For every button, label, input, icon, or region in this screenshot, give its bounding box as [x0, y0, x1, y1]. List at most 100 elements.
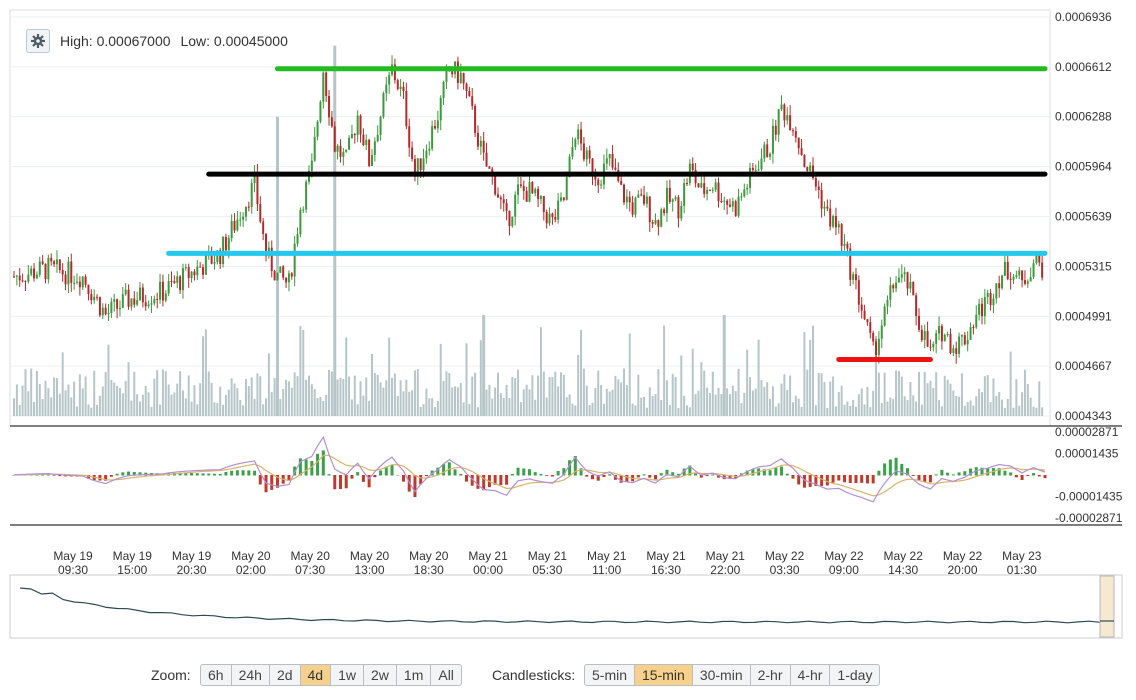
volume-bar: [837, 392, 840, 416]
candle-body: [508, 210, 511, 227]
macd-histogram-bar: [900, 463, 904, 476]
candle-body: [196, 266, 199, 276]
navigator-window[interactable]: [1099, 575, 1115, 638]
time-tick-time: 14:30: [888, 563, 918, 577]
candle-body: [121, 294, 124, 308]
candlestick-button-4-hr[interactable]: 4-hr: [791, 665, 831, 685]
macd-histogram-bar: [619, 475, 623, 483]
candle-body: [485, 152, 488, 167]
candle-body: [562, 197, 565, 200]
macd-histogram-bar: [717, 475, 721, 478]
volume-bar: [617, 379, 620, 416]
candle-body: [620, 180, 623, 185]
candle-body: [605, 158, 608, 164]
candlesticks-label: Candlesticks:: [492, 667, 576, 683]
candle-body: [671, 199, 674, 202]
candlestick-button-5-min[interactable]: 5-min: [585, 665, 636, 685]
high-readout: High: 0.00067000: [60, 33, 171, 49]
volume-bar: [989, 402, 992, 416]
macd-histogram-bar: [327, 474, 331, 476]
macd-histogram-bar: [1037, 475, 1041, 477]
macd-histogram-bar: [522, 468, 526, 476]
volume-bar: [164, 371, 167, 416]
candlestick-button-15-min[interactable]: 15-min: [635, 665, 693, 685]
zoom-button-4d[interactable]: 4d: [300, 665, 332, 685]
volume-bar: [771, 386, 774, 416]
chart-svg: 0.0006936 0.0006612 0.0006288 0.0005964 0.00…: [9, 9, 1123, 639]
volume-bar: [1032, 406, 1035, 416]
macd-histogram-bar: [304, 459, 308, 476]
macd-histogram-bar: [820, 475, 824, 486]
macd-histogram-bar: [41, 474, 45, 476]
zoom-button-24h[interactable]: 24h: [232, 665, 270, 685]
candle-body: [883, 306, 886, 326]
time-tick-date: May 19: [53, 549, 93, 563]
volume-bar: [789, 375, 792, 416]
candle-body: [1035, 255, 1038, 264]
volume-bar: [193, 385, 196, 416]
macd-histogram-bar: [1032, 473, 1036, 476]
candle-body: [370, 154, 373, 166]
candle-body: [262, 221, 265, 234]
candle-body: [118, 307, 121, 309]
macd-histogram-bar: [785, 473, 789, 476]
candle-body: [58, 259, 61, 270]
macd-histogram-bar: [906, 468, 910, 476]
candle-body: [87, 284, 90, 295]
volume-bar: [27, 391, 30, 416]
candle-body: [645, 196, 648, 204]
macd-line: [13, 435, 1046, 503]
candle-body: [187, 267, 190, 279]
navigator[interactable]: [9, 574, 1123, 639]
volume-bar: [87, 404, 90, 416]
volume-bar: [196, 404, 199, 416]
time-tick-date: May 22: [943, 549, 983, 563]
volume-bar: [906, 400, 909, 416]
volume-bar: [749, 377, 752, 416]
macd-tick-label: 0.00001435: [1055, 447, 1119, 461]
candle-body: [342, 151, 345, 157]
candlestick-button-30-min[interactable]: 30-min: [693, 665, 751, 685]
volume-bar: [451, 387, 454, 416]
volume-bar: [1009, 351, 1012, 416]
candle-body: [588, 150, 591, 159]
zoom-button-All[interactable]: All: [438, 667, 454, 683]
macd-histogram-bar: [545, 475, 549, 476]
candlestick-button-2-hr[interactable]: 2-hr: [751, 665, 791, 685]
volume-bar: [820, 373, 823, 416]
volume-bar: [640, 397, 643, 416]
zoom-label: Zoom:: [151, 667, 191, 683]
volume-bar: [385, 380, 388, 416]
volume-bar: [751, 390, 754, 416]
zoom-button-1m[interactable]: 1m: [397, 665, 432, 685]
zoom-button-1w[interactable]: 1w: [331, 665, 364, 685]
candle-body: [47, 257, 50, 280]
volume-bar: [365, 377, 368, 416]
candle-body: [239, 219, 242, 221]
zoom-button-2w[interactable]: 2w: [364, 665, 397, 685]
zoom-button-2d[interactable]: 2d: [270, 665, 301, 685]
candlestick-button-1-day[interactable]: 1-day: [837, 667, 873, 683]
gear-icon[interactable]: [26, 29, 50, 53]
candle-body: [837, 224, 840, 228]
macd-histogram-bar: [258, 475, 262, 485]
macd-histogram-bar: [854, 475, 858, 484]
candle-body: [1029, 277, 1032, 282]
macd-histogram-bar: [694, 472, 698, 476]
volume-bar: [531, 375, 534, 416]
price-tick-label: 0.0005639: [1055, 210, 1112, 224]
volume-bar: [897, 370, 900, 416]
macd-histogram-bar: [751, 469, 755, 476]
info-box: High: 0.00067000 Low: 0.00045000: [26, 29, 294, 53]
candle-body: [305, 181, 308, 210]
candle-body: [290, 273, 293, 277]
volume-bar: [623, 368, 626, 416]
zoom-button-6h[interactable]: 6h: [201, 665, 232, 685]
volume-bar: [187, 375, 190, 416]
time-tick-date: May 19: [113, 549, 153, 563]
candle-body: [345, 149, 348, 152]
candle-body: [955, 348, 958, 354]
candle-body: [153, 299, 156, 304]
candle-body: [50, 257, 53, 262]
